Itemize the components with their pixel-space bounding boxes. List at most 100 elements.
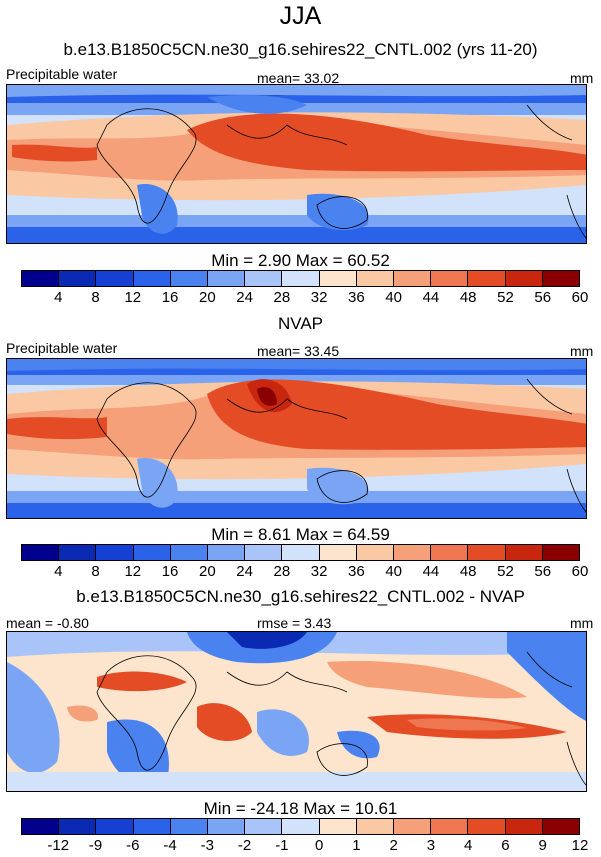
panel-1-colorbar xyxy=(21,270,580,287)
colorbar-tick-label: 44 xyxy=(422,289,440,306)
colorbar-swatch xyxy=(431,545,469,560)
colorbar-tick-label: 20 xyxy=(198,563,216,580)
colorbar-swatch xyxy=(96,271,134,286)
colorbar-tick-label: 60 xyxy=(571,563,589,580)
panel-3-contour-field xyxy=(7,632,586,791)
colorbar-swatch xyxy=(245,271,283,286)
colorbar-swatch xyxy=(133,819,171,834)
colorbar-tick-label: 28 xyxy=(273,289,291,306)
colorbar-tick-label: -9 xyxy=(88,837,103,854)
colorbar-tick-label: 24 xyxy=(236,563,253,580)
colorbar-tick-label: 16 xyxy=(161,289,179,306)
colorbar-tick-label: 52 xyxy=(497,289,514,306)
colorbar-swatch xyxy=(170,271,209,286)
colorbar-tick-label: 52 xyxy=(497,563,514,580)
colorbar-tick-label: -3 xyxy=(200,837,214,854)
colorbar-swatch xyxy=(208,271,246,286)
colorbar-swatch xyxy=(356,271,395,286)
panel-2-heading: NVAP xyxy=(277,314,324,333)
panel-3-rmse-label: rmse = 3.43 xyxy=(257,615,332,631)
panel-3-minmax: Min = -24.18 Max = 10.61 xyxy=(203,799,398,818)
colorbar-swatch xyxy=(431,819,469,834)
colorbar-tick-label: 8 xyxy=(91,289,100,306)
colorbar-tick-label: 4 xyxy=(464,837,473,854)
colorbar-tick-label: 32 xyxy=(310,289,328,306)
colorbar-tick-label: 56 xyxy=(534,563,552,580)
colorbar-tick-label: 20 xyxy=(198,289,216,306)
colorbar-swatch xyxy=(282,819,320,834)
colorbar-swatch xyxy=(208,545,246,560)
colorbar-swatch xyxy=(282,271,320,286)
panel-2-minmax: Min = 8.61 Max = 64.59 xyxy=(211,525,390,544)
colorbar-swatch xyxy=(394,545,432,560)
colorbar-tick-label: 60 xyxy=(571,289,589,306)
colorbar-tick-label: -4 xyxy=(163,837,177,854)
colorbar-tick-label: -1 xyxy=(275,837,289,854)
colorbar-swatch xyxy=(505,819,543,834)
panel-2-variable-label: Precipitable water xyxy=(6,340,118,356)
panel-1-map xyxy=(6,84,587,244)
colorbar-swatch xyxy=(542,545,580,560)
colorbar-tick-label: 40 xyxy=(385,289,402,306)
colorbar-swatch xyxy=(59,545,97,560)
colorbar-tick-label: 36 xyxy=(348,289,365,306)
colorbar-swatch xyxy=(133,545,171,560)
colorbar-tick-label: -12 xyxy=(47,837,70,854)
colorbar-swatch xyxy=(319,819,357,834)
colorbar-swatch xyxy=(468,819,506,834)
colorbar-tick-label: 40 xyxy=(385,563,402,580)
colorbar-swatch xyxy=(468,545,506,560)
colorbar-swatch xyxy=(22,819,60,834)
colorbar-tick-label: 9 xyxy=(538,837,547,854)
colorbar-swatch xyxy=(22,545,60,560)
panel-3-heading: b.e13.B1850C5CN.ne30_g16.sehires22_CNTL.… xyxy=(76,587,525,606)
colorbar-swatch xyxy=(170,819,209,834)
colorbar-swatch xyxy=(542,819,580,834)
colorbar-tick-label: -6 xyxy=(126,837,140,854)
colorbar-tick-label: 48 xyxy=(459,563,477,580)
figure-title: JJA xyxy=(279,2,322,30)
panel-1-minmax: Min = 2.90 Max = 60.52 xyxy=(211,251,390,270)
colorbar-tick-label: 4 xyxy=(54,563,63,580)
panel-2-colorbar-ticks: 4 8 12 16 20 24 28 32 36 40 44 48 52 56 60 xyxy=(21,563,588,583)
panel-2-colorbar xyxy=(21,544,580,561)
colorbar-swatch xyxy=(505,271,543,286)
colorbar-swatch xyxy=(394,271,432,286)
colorbar-swatch xyxy=(245,819,283,834)
panel-3-map xyxy=(6,631,587,792)
panel-2-mean-label: mean= 33.45 xyxy=(257,343,340,359)
colorbar-swatch xyxy=(96,545,134,560)
colorbar-swatch xyxy=(282,545,320,560)
colorbar-swatch xyxy=(208,819,246,834)
colorbar-tick-label: 12 xyxy=(124,563,142,580)
colorbar-tick-label: 8 xyxy=(91,563,100,580)
colorbar-tick-label: 48 xyxy=(459,289,477,306)
colorbar-tick-label: 56 xyxy=(534,289,552,306)
panel-1-variable-label: Precipitable water xyxy=(6,66,118,82)
colorbar-tick-label: 2 xyxy=(389,837,398,854)
colorbar-swatch xyxy=(170,545,209,560)
colorbar-tick-label: -2 xyxy=(237,837,252,854)
colorbar-tick-label: 4 xyxy=(54,289,63,306)
colorbar-swatch xyxy=(319,271,357,286)
colorbar-swatch xyxy=(245,545,283,560)
colorbar-tick-label: 3 xyxy=(426,837,436,854)
panel-2-units-label: mm xyxy=(570,343,594,359)
panel-3-mean-label: mean = -0.80 xyxy=(6,615,89,631)
colorbar-swatch xyxy=(22,271,60,286)
colorbar-swatch xyxy=(542,271,580,286)
colorbar-swatch xyxy=(356,819,395,834)
panel-1-mean-label: mean= 33.02 xyxy=(257,70,340,86)
panel-3-colorbar-ticks: -12 -9 -6 -4 -3 -2 -1 0 1 2 3 4 6 9 12 xyxy=(21,837,588,857)
colorbar-tick-label: 12 xyxy=(124,289,142,306)
panel-1-units-label: mm xyxy=(570,70,594,86)
colorbar-tick-label: 12 xyxy=(571,837,589,854)
panel-2-map xyxy=(6,358,587,519)
colorbar-swatch xyxy=(468,271,506,286)
colorbar-swatch xyxy=(319,545,357,560)
colorbar-tick-label: 1 xyxy=(352,837,361,854)
colorbar-swatch xyxy=(394,819,432,834)
panel-2-contour-field xyxy=(7,359,586,518)
panel-3-colorbar xyxy=(21,818,580,835)
colorbar-swatch xyxy=(356,545,395,560)
